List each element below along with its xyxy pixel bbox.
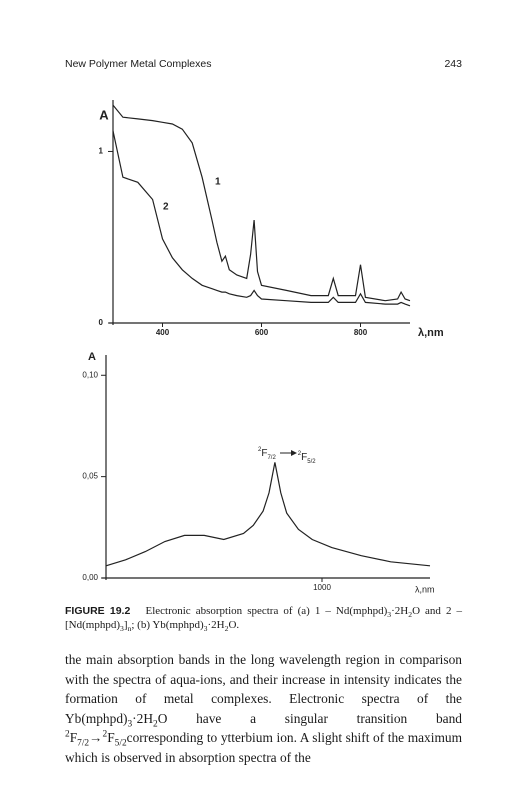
page-number: 243 [444, 58, 462, 70]
y-tick-label: 0,10 [82, 370, 98, 379]
caption-text: 2 [408, 610, 413, 620]
text: F [69, 730, 78, 746]
x-tick-label: 600 [255, 328, 269, 337]
text: 5/2 [114, 739, 127, 750]
text: → [89, 730, 103, 746]
text: F [107, 730, 115, 746]
spectrum-line [112, 130, 411, 307]
text: 7/2 [77, 739, 90, 750]
caption-text: ; (b) Yb(mphpd) [131, 619, 204, 631]
caption-text: ·2H [391, 605, 409, 617]
term: F [261, 448, 267, 459]
text: 2 [153, 719, 158, 730]
text: ·2H [132, 710, 153, 726]
term-sub: 7/2 [267, 455, 276, 461]
transition-label: 2F7/22F5/2 [258, 447, 316, 465]
y-axis-label: A [88, 351, 96, 363]
term: F [301, 452, 307, 463]
running-title: New Polymer Metal Complexes [65, 58, 212, 70]
y-tick-label: 0,05 [82, 472, 98, 481]
x-tick-label: 800 [354, 328, 368, 337]
text: 2 [102, 729, 108, 740]
caption-text: 3 [203, 624, 208, 634]
caption-label: FIGURE 19.2 [65, 605, 131, 617]
text: 2 [65, 729, 70, 740]
caption-text: 3 [120, 624, 124, 634]
text: corresponding to ytterbium ion. A slight… [65, 730, 462, 765]
text: O have a singular transition band [157, 710, 462, 726]
caption-text: 3 [387, 610, 392, 620]
text: the main absorption bands in the long wa… [65, 652, 462, 726]
y-axis-label: A [99, 107, 109, 122]
x-axis-label: λ,nm [415, 584, 435, 594]
caption-text: O. [228, 619, 240, 631]
body-text: the main absorption bands in the long wa… [65, 650, 462, 768]
caption-text: O and 2 – [Nd(mphpd) [65, 605, 463, 631]
spectrum-line [112, 104, 411, 302]
term-sup: 2 [258, 447, 262, 453]
x-tick-label: 400 [156, 328, 170, 337]
spectrum-line [105, 462, 431, 567]
x-axis-label: λ,nm [418, 327, 444, 339]
caption-text: ] [123, 619, 128, 631]
figure-caption: FIGURE 19.2 Electronic absorption spectr… [65, 604, 463, 634]
caption-text: ·2H [207, 619, 225, 631]
text: 3 [127, 719, 133, 730]
x-tick-label: 1000 [313, 583, 331, 592]
y-tick-label: 0 [99, 318, 104, 327]
term-sub: 5/2 [307, 459, 316, 465]
series-label: 2 [163, 202, 169, 213]
caption-text: 2 [224, 624, 229, 634]
series-label: 1 [215, 177, 221, 188]
term-sup: 2 [298, 451, 302, 457]
y-tick-label: 1 [99, 147, 104, 156]
caption-text: Electronic absorption spectra of (a) 1 –… [145, 605, 388, 617]
caption-text: n [127, 624, 132, 634]
y-tick-label: 0,00 [82, 573, 98, 582]
